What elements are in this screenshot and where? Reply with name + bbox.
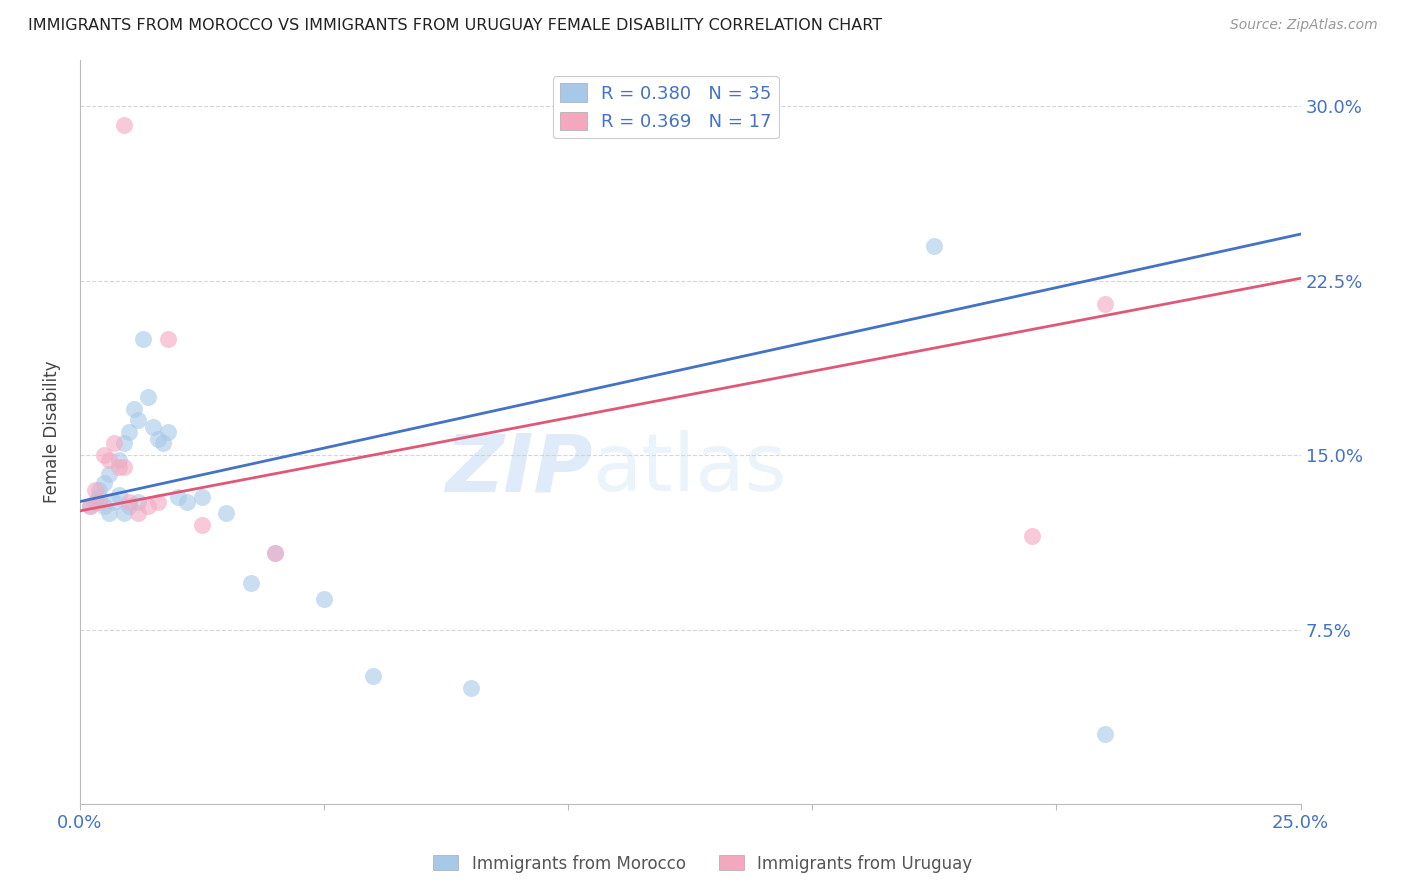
Point xyxy=(89,490,111,504)
Point xyxy=(136,390,159,404)
Point xyxy=(166,490,188,504)
Point xyxy=(83,494,105,508)
Point xyxy=(79,500,101,514)
Point xyxy=(98,506,121,520)
Point xyxy=(112,436,135,450)
Legend: R = 0.380   N = 35, R = 0.369   N = 17: R = 0.380 N = 35, R = 0.369 N = 17 xyxy=(553,76,779,138)
Point xyxy=(136,500,159,514)
Text: IMMIGRANTS FROM MOROCCO VS IMMIGRANTS FROM URUGUAY FEMALE DISABILITY CORRELATION: IMMIGRANTS FROM MOROCCO VS IMMIGRANTS FR… xyxy=(28,18,882,33)
Point xyxy=(1021,529,1043,543)
Point xyxy=(103,494,125,508)
Point xyxy=(118,425,141,439)
Point xyxy=(79,500,101,514)
Point xyxy=(108,452,131,467)
Point xyxy=(112,118,135,132)
Point xyxy=(122,401,145,416)
Point xyxy=(156,425,179,439)
Point xyxy=(312,592,335,607)
Point xyxy=(93,448,115,462)
Point xyxy=(1094,297,1116,311)
Point xyxy=(89,494,111,508)
Point xyxy=(264,546,287,560)
Point xyxy=(924,238,946,252)
Point xyxy=(127,506,149,520)
Point xyxy=(146,494,169,508)
Point xyxy=(93,500,115,514)
Point xyxy=(191,517,214,532)
Point xyxy=(156,332,179,346)
Point xyxy=(127,413,149,427)
Point xyxy=(264,546,287,560)
Point xyxy=(191,490,214,504)
Point xyxy=(98,467,121,481)
Text: atlas: atlas xyxy=(592,430,787,508)
Point xyxy=(146,432,169,446)
Point xyxy=(361,669,384,683)
Point xyxy=(152,436,174,450)
Point xyxy=(215,506,238,520)
Point xyxy=(1094,727,1116,741)
Point xyxy=(112,459,135,474)
Point xyxy=(108,459,131,474)
Point xyxy=(239,576,262,591)
Point xyxy=(98,452,121,467)
Text: Source: ZipAtlas.com: Source: ZipAtlas.com xyxy=(1230,18,1378,32)
Point xyxy=(112,506,135,520)
Text: ZIP: ZIP xyxy=(446,430,592,508)
Legend: Immigrants from Morocco, Immigrants from Uruguay: Immigrants from Morocco, Immigrants from… xyxy=(427,848,979,880)
Point xyxy=(176,494,198,508)
Y-axis label: Female Disability: Female Disability xyxy=(44,360,60,503)
Point xyxy=(142,420,165,434)
Point xyxy=(118,500,141,514)
Point xyxy=(127,494,149,508)
Point xyxy=(118,494,141,508)
Point xyxy=(108,487,131,501)
Point xyxy=(83,483,105,497)
Point xyxy=(93,475,115,490)
Point xyxy=(460,681,482,695)
Point xyxy=(89,483,111,497)
Point xyxy=(103,436,125,450)
Point xyxy=(132,332,155,346)
